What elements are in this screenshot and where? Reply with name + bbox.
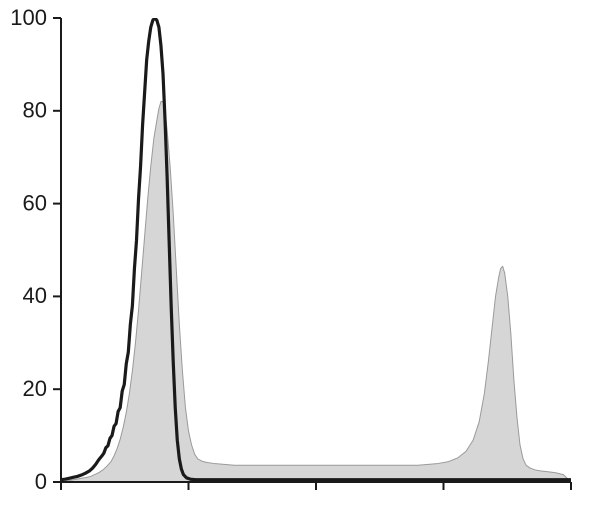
y-tick-label: 60 [23,190,47,215]
y-tick-label: 20 [23,376,47,401]
y-tick-label: 0 [35,469,47,494]
histogram-chart: 0 20 40 60 80 100 [0,0,590,529]
y-tick-label: 80 [23,98,47,123]
y-tick-label: 40 [23,283,47,308]
y-tick-label: 100 [10,5,47,30]
chart-svg: 0 20 40 60 80 100 [0,0,590,529]
